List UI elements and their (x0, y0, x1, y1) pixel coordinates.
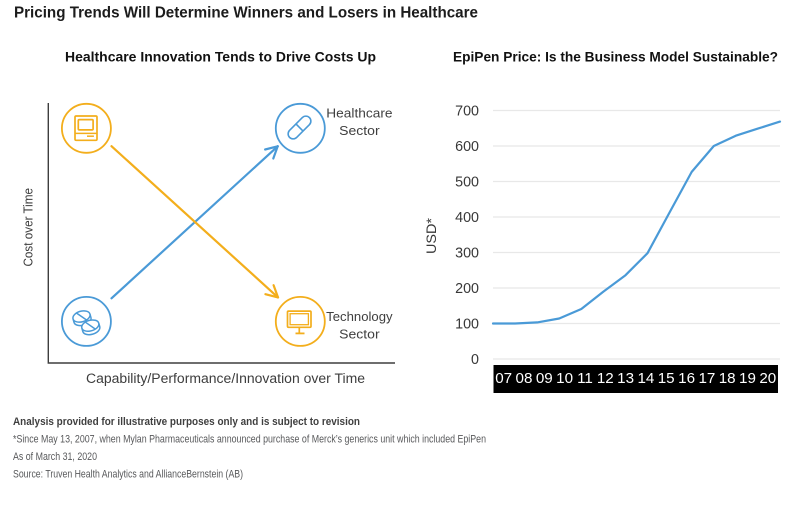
svg-text:Capability/Performance/Innovat: Capability/Performance/Innovation over T… (86, 371, 365, 386)
svg-text:14: 14 (637, 370, 654, 387)
svg-text:12: 12 (597, 370, 614, 387)
svg-text:Source: Truven Health Analytic: Source: Truven Health Analytics and Alli… (13, 468, 243, 480)
svg-text:200: 200 (455, 281, 479, 297)
svg-text:17: 17 (698, 370, 715, 387)
svg-text:Pricing Trends Will Determine: Pricing Trends Will Determine Winners an… (14, 5, 478, 22)
svg-text:19: 19 (739, 370, 756, 387)
svg-text:07: 07 (495, 370, 512, 387)
svg-text:09: 09 (536, 370, 553, 387)
svg-text:11: 11 (577, 370, 593, 387)
svg-text:16: 16 (678, 370, 695, 387)
svg-text:*Since May 13, 2007, when Myla: *Since May 13, 2007, when Mylan Pharmace… (13, 433, 486, 445)
svg-text:USD*: USD* (424, 217, 439, 254)
svg-text:18: 18 (719, 370, 736, 387)
svg-text:400: 400 (455, 210, 479, 226)
svg-text:500: 500 (455, 175, 479, 191)
svg-text:EpiPen Price: Is the Business: EpiPen Price: Is the Business Model Sust… (453, 48, 778, 64)
svg-text:13: 13 (617, 370, 634, 387)
svg-text:300: 300 (455, 246, 479, 262)
svg-text:20: 20 (759, 370, 776, 387)
svg-text:Sector: Sector (339, 327, 380, 342)
svg-text:Sector: Sector (339, 123, 380, 138)
svg-text:08: 08 (516, 370, 533, 387)
svg-text:100: 100 (455, 317, 479, 333)
svg-text:Healthcare Innovation Tends to: Healthcare Innovation Tends to Drive Cos… (65, 48, 376, 64)
svg-text:600: 600 (455, 139, 479, 155)
svg-text:Cost over Time: Cost over Time (21, 188, 36, 267)
svg-text:10: 10 (556, 370, 573, 387)
svg-text:Healthcare: Healthcare (326, 105, 392, 120)
svg-text:As of March 31, 2020: As of March 31, 2020 (13, 451, 97, 463)
svg-text:Technology: Technology (326, 309, 393, 324)
svg-text:0: 0 (471, 352, 479, 368)
svg-text:Analysis provided for illustra: Analysis provided for illustrative purpo… (13, 416, 360, 428)
svg-text:700: 700 (455, 104, 479, 120)
svg-text:15: 15 (658, 370, 675, 387)
